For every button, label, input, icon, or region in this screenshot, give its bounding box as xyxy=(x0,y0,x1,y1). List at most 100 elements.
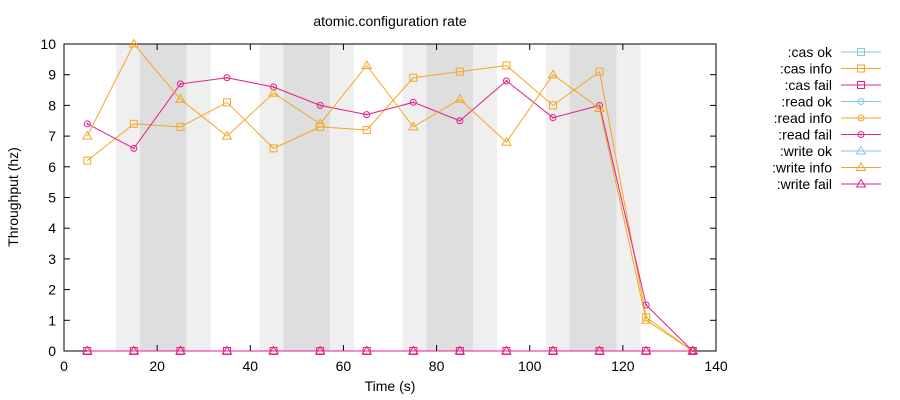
data-point-cas-info xyxy=(409,73,418,82)
data-point-write-info xyxy=(128,38,140,48)
data-point-write-info xyxy=(501,136,512,146)
data-point-write-fail xyxy=(640,345,652,355)
y-tick-label: 8 xyxy=(48,97,56,113)
shaded-band-dark xyxy=(569,44,617,351)
data-point-read-fail xyxy=(316,101,324,109)
data-point-write-info xyxy=(175,93,186,103)
data-point-cas-info xyxy=(455,67,464,76)
legend-entry-read-info: :read info xyxy=(774,110,881,126)
x-tick-label: 40 xyxy=(242,358,258,374)
legend-label: :write info xyxy=(772,160,832,176)
data-point-read-fail xyxy=(223,74,231,82)
legend-entry-read-ok: :read ok xyxy=(781,94,881,110)
data-point-cas-info xyxy=(129,119,138,128)
data-point-write-info xyxy=(268,87,279,97)
legend-entry-write-ok: :write ok xyxy=(780,143,881,159)
data-point-write-info xyxy=(407,121,419,131)
y-tick-label: 3 xyxy=(48,251,56,267)
data-point-read-fail xyxy=(409,98,417,106)
legend-label: :read ok xyxy=(781,94,833,110)
legend-label: :write fail xyxy=(777,176,832,192)
data-point-write-info xyxy=(547,69,559,79)
data-point-write-fail xyxy=(81,345,93,355)
x-axis-label: Time (s) xyxy=(365,378,416,394)
legend: :cas ok:cas info:cas fail:read ok:read i… xyxy=(772,44,881,192)
shaded-intervals xyxy=(116,44,641,351)
y-tick-label: 5 xyxy=(48,190,56,206)
data-point-write-fail xyxy=(361,345,373,355)
data-point-write-fail xyxy=(454,345,466,355)
x-tick-label: 100 xyxy=(518,358,542,374)
data-point-write-fail xyxy=(221,345,233,355)
data-point-read-fail xyxy=(363,111,371,119)
y-tick-label: 1 xyxy=(48,312,56,328)
legend-label: :read fail xyxy=(778,127,832,143)
series-line-read-fail xyxy=(87,77,694,352)
data-point-write-fail xyxy=(407,345,419,355)
chart-title: atomic.configuration rate xyxy=(313,13,467,29)
x-tick-label: 120 xyxy=(611,358,635,374)
legend-entry-write-info: :write info xyxy=(772,160,881,176)
legend-entry-cas-fail: :cas fail xyxy=(785,77,881,93)
legend-label: :cas fail xyxy=(785,77,832,93)
y-tick-label: 4 xyxy=(48,220,56,236)
legend-marker xyxy=(857,64,865,73)
data-point-write-info xyxy=(640,314,652,324)
legend-label: :cas ok xyxy=(788,44,833,60)
shaded-band-dark xyxy=(139,44,187,351)
legend-marker xyxy=(857,48,865,56)
data-point-write-info xyxy=(221,130,233,140)
data-point-cas-info xyxy=(595,67,604,76)
y-tick-label: 9 xyxy=(48,67,56,83)
series-write-fail xyxy=(81,345,699,355)
data-point-cas-info xyxy=(176,122,185,131)
data-point-write-fail xyxy=(547,345,559,355)
x-tick-label: 80 xyxy=(429,358,445,374)
legend-marker xyxy=(855,145,867,155)
x-tick-label: 140 xyxy=(704,358,728,374)
data-point-write-info xyxy=(454,93,466,103)
data-point-cas-info xyxy=(502,61,511,70)
data-point-write-info xyxy=(594,102,605,112)
x-tick-label: 20 xyxy=(149,358,165,374)
data-point-write-fail xyxy=(594,345,605,355)
legend-label: :cas info xyxy=(780,61,832,77)
shaded-band-dark xyxy=(283,44,330,351)
series-layer xyxy=(81,38,699,355)
data-point-read-fail xyxy=(83,120,91,128)
data-point-read-fail xyxy=(502,77,510,85)
data-point-read-fail xyxy=(130,144,138,152)
y-axis-label: Throughput (hz) xyxy=(5,147,21,247)
data-point-read-fail xyxy=(270,83,278,91)
series-write-info xyxy=(81,38,699,355)
legend-entry-cas-ok: :cas ok xyxy=(788,44,881,60)
legend-marker xyxy=(855,178,867,188)
data-point-cas-info xyxy=(549,101,557,110)
data-point-write-fail xyxy=(687,345,699,355)
data-point-cas-info xyxy=(362,125,371,134)
data-point-read-fail xyxy=(549,114,557,122)
data-point-cas-info xyxy=(83,156,92,165)
series-line-cas-info xyxy=(86,64,694,352)
data-point-write-fail xyxy=(175,345,186,355)
legend-marker xyxy=(857,114,865,122)
y-tick-label: 6 xyxy=(48,159,56,175)
legend-entry-write-fail: :write fail xyxy=(777,176,881,192)
legend-marker xyxy=(857,98,865,105)
y-tick-label: 10 xyxy=(40,36,56,52)
legend-entry-read-fail: :read fail xyxy=(778,127,881,143)
legend-marker xyxy=(857,81,865,89)
data-point-read-fail xyxy=(176,80,184,88)
shaded-band-dark xyxy=(426,44,473,351)
data-point-read-fail xyxy=(456,117,464,125)
legend-entry-cas-info: :cas info xyxy=(780,61,881,77)
y-tick-label: 7 xyxy=(48,128,56,144)
legend-label: :write ok xyxy=(780,143,833,159)
data-point-cas-info xyxy=(269,144,278,153)
data-point-write-fail xyxy=(314,345,326,355)
data-point-write-info xyxy=(314,118,326,128)
data-point-write-fail xyxy=(128,345,140,355)
data-point-write-fail xyxy=(501,345,512,355)
legend-label: :read info xyxy=(774,110,833,126)
